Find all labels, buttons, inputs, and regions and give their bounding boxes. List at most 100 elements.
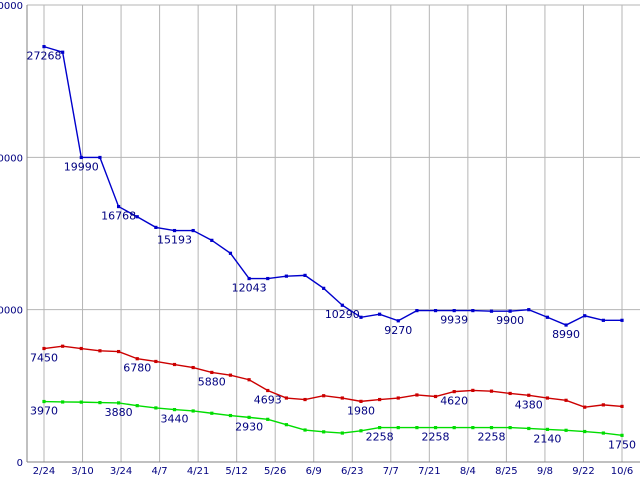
series-blue-marker: [433, 308, 438, 313]
series-blue-marker: [61, 50, 65, 54]
series-blue-marker: [154, 225, 158, 230]
x-axis-tick-label: 8/4: [460, 466, 476, 477]
series-green-marker: [79, 400, 83, 404]
x-axis-tick-label: 5/12: [225, 466, 247, 477]
x-axis-tick-label: 2/24: [33, 466, 55, 477]
series-blue-marker: [228, 251, 233, 255]
x-axis-tick-label: 7/21: [418, 466, 440, 477]
series-green-marker: [116, 401, 121, 405]
data-point-label: 7450: [30, 352, 58, 365]
data-point-label: 12043: [232, 282, 267, 295]
series-blue-marker: [452, 308, 456, 313]
series-blue-marker: [489, 309, 494, 313]
series-blue-marker: [322, 286, 326, 290]
series-green-marker: [396, 426, 400, 430]
x-axis-tick-label: 8/25: [495, 466, 517, 477]
series-green: [42, 399, 624, 437]
series-red-marker: [527, 393, 531, 397]
series-blue-marker: [191, 228, 195, 233]
series-red-marker: [98, 349, 102, 353]
series-red-marker: [135, 357, 139, 361]
series-green-marker: [489, 426, 494, 430]
x-axis-tick-label: 7/7: [383, 466, 399, 477]
series-green-marker: [191, 409, 195, 413]
series-blue-line: [43, 45, 622, 326]
data-point-label: 1980: [347, 404, 375, 417]
series-green-marker: [545, 427, 550, 432]
series-blue-marker: [116, 204, 121, 209]
x-axis-tick-label: 3/24: [110, 466, 132, 477]
series-red-marker: [191, 365, 195, 370]
series-green-marker: [527, 426, 531, 431]
series-blue-marker: [359, 315, 363, 319]
series-blue: [42, 45, 624, 327]
data-point-label: 5880: [198, 375, 226, 388]
x-axis-tick-labels: 2/24 3/10 3/24 4/7 4/21 5/12 5/26 6/9 6/23 7/7 7/2…: [33, 466, 633, 477]
series-green-marker: [210, 411, 214, 415]
series-red-marker: [303, 397, 307, 402]
data-point-label: 9270: [384, 324, 412, 337]
x-axis-tick-label: 6/23: [341, 466, 363, 477]
series-red-marker: [116, 349, 121, 354]
series-red-marker: [154, 359, 158, 364]
series-green-marker: [284, 423, 288, 427]
series-green-marker: [172, 407, 177, 412]
series-green-marker: [340, 431, 344, 435]
data-point-label: 2258: [366, 431, 394, 444]
series-blue-marker: [135, 215, 139, 219]
series-green-marker: [378, 426, 382, 430]
series-green-marker: [266, 417, 270, 421]
data-point-label: 2258: [477, 431, 505, 444]
data-point-label: 4693: [254, 394, 282, 407]
data-point-labels: 27268 19990 16768 15193 12043 10290 9270 9939 99…: [27, 50, 637, 452]
series-blue-marker: [266, 276, 270, 281]
x-axis-tick-label: 9/22: [572, 466, 594, 477]
data-point-label: 4380: [515, 398, 543, 411]
data-point-label: 3970: [30, 405, 58, 418]
series-green-marker: [154, 406, 158, 410]
data-point-label: 4620: [440, 395, 468, 408]
series-green-line: [43, 400, 623, 437]
data-point-label: 2930: [235, 420, 263, 433]
series-red-marker: [583, 405, 587, 409]
series-red-marker: [284, 396, 288, 400]
data-point-label: 27268: [27, 50, 62, 63]
series-red-marker: [415, 393, 419, 397]
series-red-marker: [620, 404, 624, 408]
series-red-marker: [61, 344, 65, 348]
data-point-label: 3880: [105, 406, 133, 419]
data-point-label: 9939: [440, 314, 468, 327]
series-green-marker: [135, 404, 139, 408]
series-blue-marker: [210, 238, 214, 242]
data-point-label: 9900: [496, 314, 524, 327]
series-red-marker: [489, 389, 494, 393]
series-green-marker: [98, 400, 102, 405]
series-red-marker: [322, 394, 326, 398]
series-green-marker: [620, 433, 624, 437]
series-blue-marker: [247, 276, 251, 281]
series-green-marker: [61, 400, 65, 404]
series-red-marker: [471, 388, 475, 393]
series-red-marker: [266, 388, 270, 393]
series-blue-marker: [42, 45, 46, 49]
series-green-marker: [508, 426, 512, 430]
data-point-label: 3440: [161, 413, 189, 426]
series-green-marker: [601, 431, 605, 435]
series-red-marker: [79, 346, 83, 351]
series-blue-marker: [601, 318, 605, 322]
series-red-marker: [433, 394, 438, 399]
series-red-marker: [508, 391, 512, 396]
data-point-label: 8990: [552, 328, 580, 341]
data-series-layer: [42, 45, 624, 437]
data-point-label: 15193: [157, 234, 192, 247]
series-blue-marker: [98, 155, 102, 160]
series-green-marker: [471, 426, 475, 430]
series-red-marker: [247, 378, 251, 382]
series-blue-marker: [79, 155, 83, 160]
data-point-label: 2258: [422, 431, 450, 444]
series-green-marker: [433, 426, 438, 430]
series-green-marker: [247, 415, 251, 419]
series-green-marker: [415, 426, 419, 430]
